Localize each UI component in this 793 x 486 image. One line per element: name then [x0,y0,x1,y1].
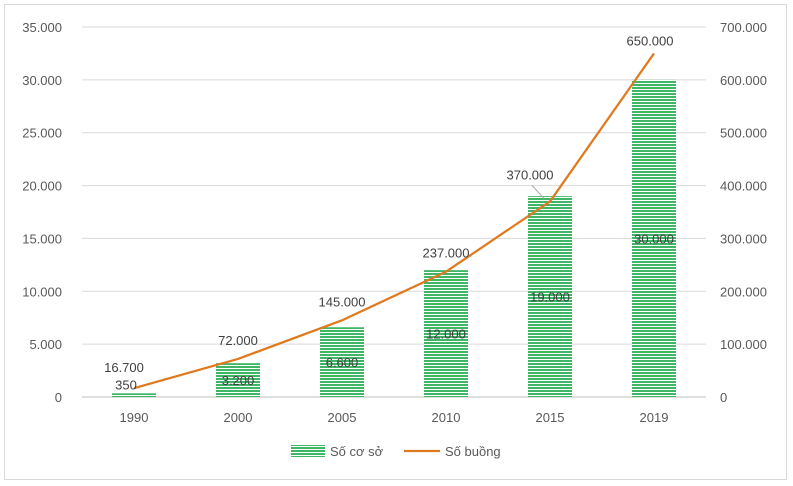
line-data-label: 650.000 [627,33,674,48]
right-axis-tick-label: 400.000 [720,179,767,194]
x-axis-tick-label: 2000 [224,410,253,425]
bar [320,327,364,397]
bar-data-label: 6.600 [326,355,359,370]
line-series [133,52,655,390]
left-axis-tick-label: 35.000 [22,20,62,35]
right-axis-tick-label: 0 [720,390,727,405]
x-axis-tick-label: 2015 [536,410,565,425]
bar-data-label: 350 [115,377,137,392]
left-axis-tick-label: 0 [55,390,62,405]
bar-data-label: 12.000 [426,327,466,342]
right-axis-tick-label: 200.000 [720,284,767,299]
bar [424,270,468,397]
bar-data-label: 19.000 [530,290,570,305]
bar [216,363,260,397]
line-data-label: 72.000 [218,333,258,348]
x-axis-tick-label: 1990 [120,410,149,425]
x-axis-tick-label: 2010 [432,410,461,425]
legend-swatch-bar [291,445,325,457]
gridlines [82,26,706,398]
bar [112,393,156,397]
bar [528,196,572,397]
line-data-label: 145.000 [319,294,366,309]
label-leader-line [531,185,545,199]
line-data-label: 237.000 [423,246,470,261]
axes: 0 0 5.000 100.000 10.000 200.000 15.000 300.000… [22,20,767,425]
right-axis-tick-label: 500.000 [720,126,767,141]
left-axis-tick-label: 30.000 [22,73,62,88]
right-axis-tick-label: 700.000 [720,20,767,35]
right-axis-tick-label: 300.000 [720,231,767,246]
left-axis-tick-label: 5.000 [29,337,62,352]
x-axis-tick-label: 2019 [640,410,669,425]
bar-data-label: 3.200 [222,373,255,388]
left-axis-tick-label: 15.000 [22,231,62,246]
x-axis-tick-label: 2005 [328,410,357,425]
bar [632,79,676,397]
line-series-path [133,52,655,390]
data-labels: 350 3.200 6.600 12.000 19.000 30.000 16.700 72.… [104,33,674,392]
legend-label-line: Số buồng [445,444,501,459]
bar-series [112,79,676,397]
bar-data-label: 30.000 [634,231,674,246]
right-axis-tick-label: 100.000 [720,337,767,352]
legend-label-bar: Số cơ sở [330,444,384,459]
legend: Số cơ sở Số buồng [291,444,501,459]
line-data-label: 370.000 [507,167,554,182]
left-axis-tick-label: 20.000 [22,179,62,194]
left-axis-tick-label: 10.000 [22,284,62,299]
right-axis-tick-label: 600.000 [720,73,767,88]
left-axis-tick-label: 25.000 [22,126,62,141]
line-data-label: 16.700 [104,360,144,375]
